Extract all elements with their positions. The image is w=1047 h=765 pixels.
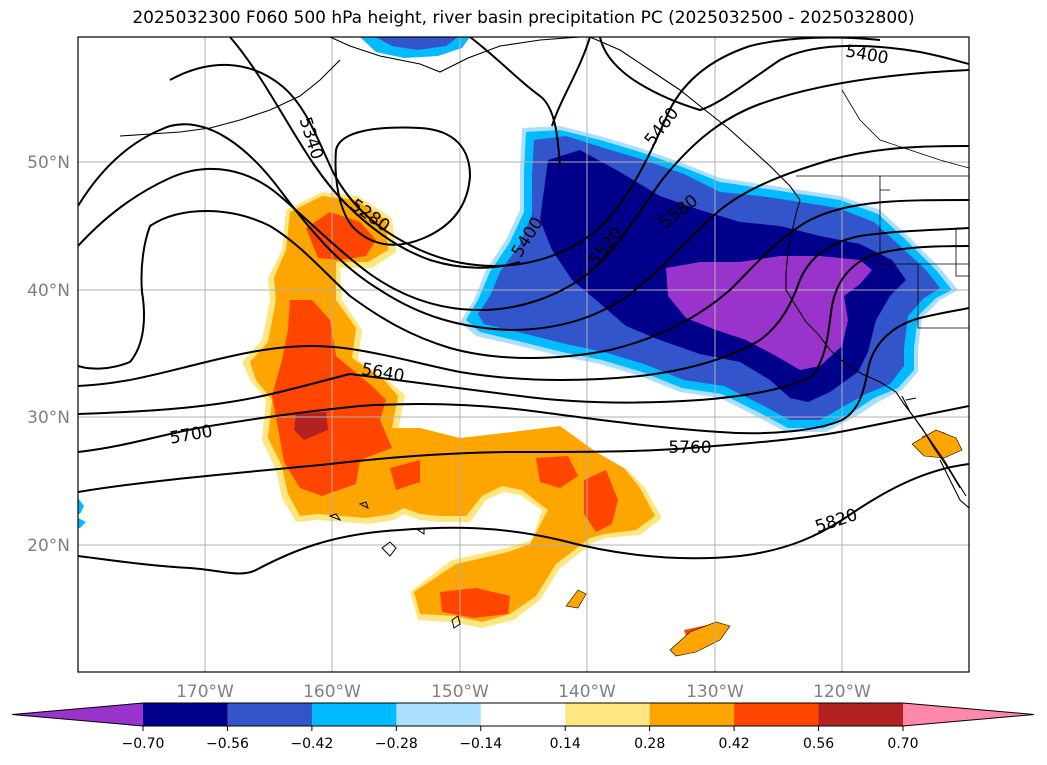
height-contours	[78, 37, 969, 575]
contour-5400-west	[78, 69, 969, 312]
map-area: 5280 5340 5400 5400 5460 5520 5580 5640 …	[78, 37, 969, 672]
canada-coast	[589, 37, 801, 215]
lon-label-160w: 160°W	[303, 682, 361, 702]
contour-5580	[78, 227, 969, 387]
positive-dark-fill	[294, 412, 328, 440]
lon-label-140w: 140°W	[558, 682, 616, 702]
hawaii-islands	[328, 501, 461, 629]
map-frame	[77, 36, 970, 673]
colorbar-segment	[311, 703, 397, 726]
contour-5520	[78, 199, 969, 370]
colorbar-tick-label: 0.14	[550, 736, 581, 752]
lat-label-20n: 20°N	[27, 536, 70, 556]
us-west-coast	[785, 213, 967, 497]
colorbar-segment	[143, 703, 228, 726]
alaska-coast	[119, 37, 581, 137]
contour-low-center	[334, 126, 472, 246]
lon-label-150w: 150°W	[431, 682, 489, 702]
us-borders	[796, 89, 969, 329]
coastlines	[119, 37, 969, 629]
contour-5400-north	[599, 37, 969, 112]
baja-peninsula	[901, 395, 961, 489]
lon-label-130w: 130°W	[686, 682, 744, 702]
negative-north-inner	[376, 37, 458, 50]
colorbar-segment	[734, 703, 820, 726]
colorbar-tick-label: 0.28	[634, 736, 665, 752]
lon-label-120w: 120°W	[813, 682, 871, 702]
contour-5700	[78, 307, 969, 453]
contour-5640	[78, 245, 969, 415]
latitude-labels: 50°N 40°N 30°N 20°N	[27, 153, 70, 556]
graticule	[78, 37, 969, 672]
lon-label-170w: 170°W	[176, 682, 234, 702]
contour-5340	[169, 37, 881, 267]
colorbar-segment	[649, 703, 735, 726]
colorbar-tick-label: 0.70	[887, 736, 918, 752]
colorbar-extend-min	[12, 703, 143, 726]
colorbar-segment	[480, 703, 566, 726]
contour-5760	[78, 405, 969, 493]
longitude-labels: 170°W 160°W 150°W 140°W 130°W 120°W	[176, 682, 871, 702]
colorbar-extend-max	[903, 703, 1034, 726]
positive-red-fill	[272, 212, 954, 646]
lat-label-50n: 50°N	[27, 153, 70, 173]
colorbar-segment	[565, 703, 651, 726]
colorbar-segment	[396, 703, 482, 726]
map-title: 2025032300 F060 500 hPa height, river ba…	[132, 8, 915, 28]
colorbar-tick-label: −0.14	[459, 736, 502, 752]
positive-anomaly-region	[242, 192, 963, 657]
colorbar-tick-label: −0.28	[375, 736, 418, 752]
positive-orange-islands	[565, 429, 963, 657]
colorbar-tick-label: −0.56	[206, 736, 249, 752]
lat-label-30n: 30°N	[27, 408, 70, 428]
contour-5460	[78, 123, 969, 332]
negative-deep-fill	[666, 256, 872, 370]
positive-orange-fill	[250, 196, 655, 622]
contour-upper-ridge	[469, 37, 591, 167]
contour-5820	[78, 463, 969, 575]
colorbar-tick-label: −0.42	[290, 736, 333, 752]
colorbar-segment	[227, 703, 313, 726]
mexico-coast	[939, 459, 969, 509]
negative-west-edge	[78, 498, 86, 528]
colorbar-tick-label: 0.42	[719, 736, 750, 752]
contour-label-5760: 5760	[668, 438, 711, 458]
colorbar-tick-label: 0.56	[803, 736, 834, 752]
contour-5280	[229, 37, 521, 269]
colorbar: −0.70 −0.56 −0.42 −0.28 −0.14 0.14 0.28 0.42 0.5…	[11, 702, 1035, 752]
lat-label-40n: 40°N	[27, 281, 70, 301]
colorbar-segment	[818, 703, 904, 726]
colorbar-tick-label: −0.70	[122, 736, 165, 752]
